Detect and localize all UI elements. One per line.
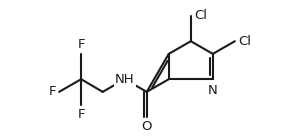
Text: Cl: Cl xyxy=(194,9,207,22)
Text: F: F xyxy=(77,108,85,120)
Text: O: O xyxy=(141,120,152,133)
Text: NH: NH xyxy=(115,73,135,86)
Text: F: F xyxy=(77,38,85,51)
Text: F: F xyxy=(49,85,56,98)
Text: Cl: Cl xyxy=(238,35,251,48)
Text: N: N xyxy=(208,84,218,97)
